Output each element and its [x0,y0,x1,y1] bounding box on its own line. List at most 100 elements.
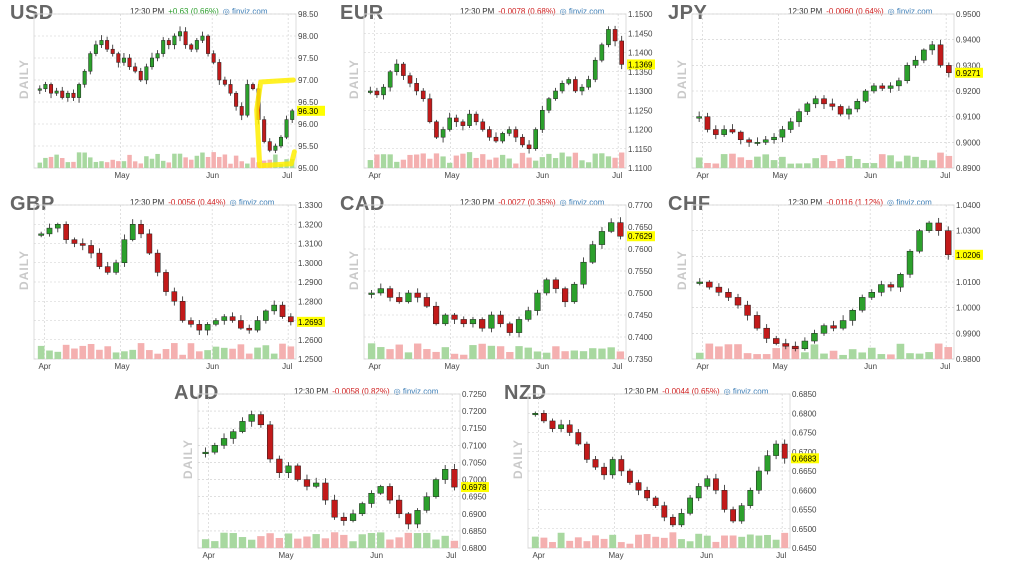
candle [37,88,42,91]
volume-bar [903,155,911,168]
x-tick-label: Jul [282,171,292,180]
volume-bar [212,346,220,359]
candle [706,281,713,288]
candle [433,305,440,325]
x-tick-label: Jun [536,362,549,371]
x-tick-label: May [772,171,787,180]
candle [558,424,565,429]
x-tick-label: Jul [612,171,622,180]
y-tick-label: 0.7200 [462,407,487,416]
candle [493,136,499,142]
volume-bar [59,158,65,168]
volume-bar [121,351,128,359]
candle [488,314,495,329]
y-tick-label: 96.00 [298,120,319,129]
candle [322,482,329,501]
volume-bar [506,158,512,168]
volume-bar [770,160,778,168]
volume-bar [579,351,588,359]
volume-bar [619,152,625,168]
candle [155,53,160,59]
globe-icon: ◎ [393,387,403,396]
last-price-box [297,105,325,116]
candle [525,310,532,320]
volume-bar [566,156,572,168]
candle [285,465,292,473]
chart-header: 12:30 PM +0.63 (0.66%) ◎ finviz.com [130,7,330,16]
candle [904,65,911,81]
volume-bar [499,154,506,168]
candle [49,84,54,94]
candle [571,283,578,303]
candle [566,79,572,84]
volume-bar [250,157,256,168]
candle [246,327,253,331]
candle [606,29,611,46]
candle [730,509,737,522]
volume-bar [441,535,449,548]
candle [65,92,70,98]
volume-bar [652,536,660,548]
candle [154,252,161,273]
candle [599,44,605,61]
y-tick-label: 1.3000 [298,259,323,268]
volume-bar [166,162,172,168]
candle [46,227,53,235]
candle [340,516,347,521]
candle [796,111,802,123]
volume-bar [772,348,781,359]
y-tick-label: 0.9100 [956,113,981,122]
last-price-label: 0.6683 [792,454,817,463]
volume-bar [552,158,559,168]
candle [562,288,569,303]
x-tick-label: May [444,362,459,371]
volume-bar [598,348,606,359]
volume-bar [820,155,828,168]
candle [381,86,386,96]
candle [608,222,615,232]
volume-bar [144,156,149,168]
volume-bar [104,346,112,359]
brand-text: finviz.com [402,387,439,396]
candle [194,40,199,50]
price-change: -0.0078 (0.68%) [498,7,556,16]
candle [267,141,272,151]
candle [146,233,153,254]
volume-bar [812,158,820,168]
candle [612,29,618,42]
candle [221,316,228,321]
candle [533,129,538,149]
volume-bar [217,156,222,168]
volume-bar [486,159,493,168]
candle [290,110,295,120]
candle [763,327,770,339]
candle [442,469,449,480]
price-change: -0.0116 (1.12%) [826,198,884,207]
volume-bar [404,352,413,359]
volume-bar [686,541,694,548]
volume-bar [46,350,53,359]
volume-bar [330,532,339,548]
volume-bar [170,343,178,359]
volume-bar [245,163,250,168]
candle [553,90,558,99]
volume-bar [427,158,433,168]
candle [396,499,403,515]
finviz-brand: ◎ finviz.com [724,387,769,396]
candle [211,53,216,63]
volume-bar [579,160,585,168]
candle [618,459,625,472]
candle [77,84,82,98]
candle [349,513,357,521]
x-tick-label: May [114,362,129,371]
volume-bar [93,161,99,168]
candle [754,142,761,144]
volume-bar [712,541,720,548]
volume-bar [453,155,459,168]
volume-bar [367,343,376,359]
volume-bar [433,153,440,168]
candle [925,222,933,231]
candle [506,129,512,134]
x-tick-label: Jun [206,171,219,180]
volume-bar [738,536,746,548]
